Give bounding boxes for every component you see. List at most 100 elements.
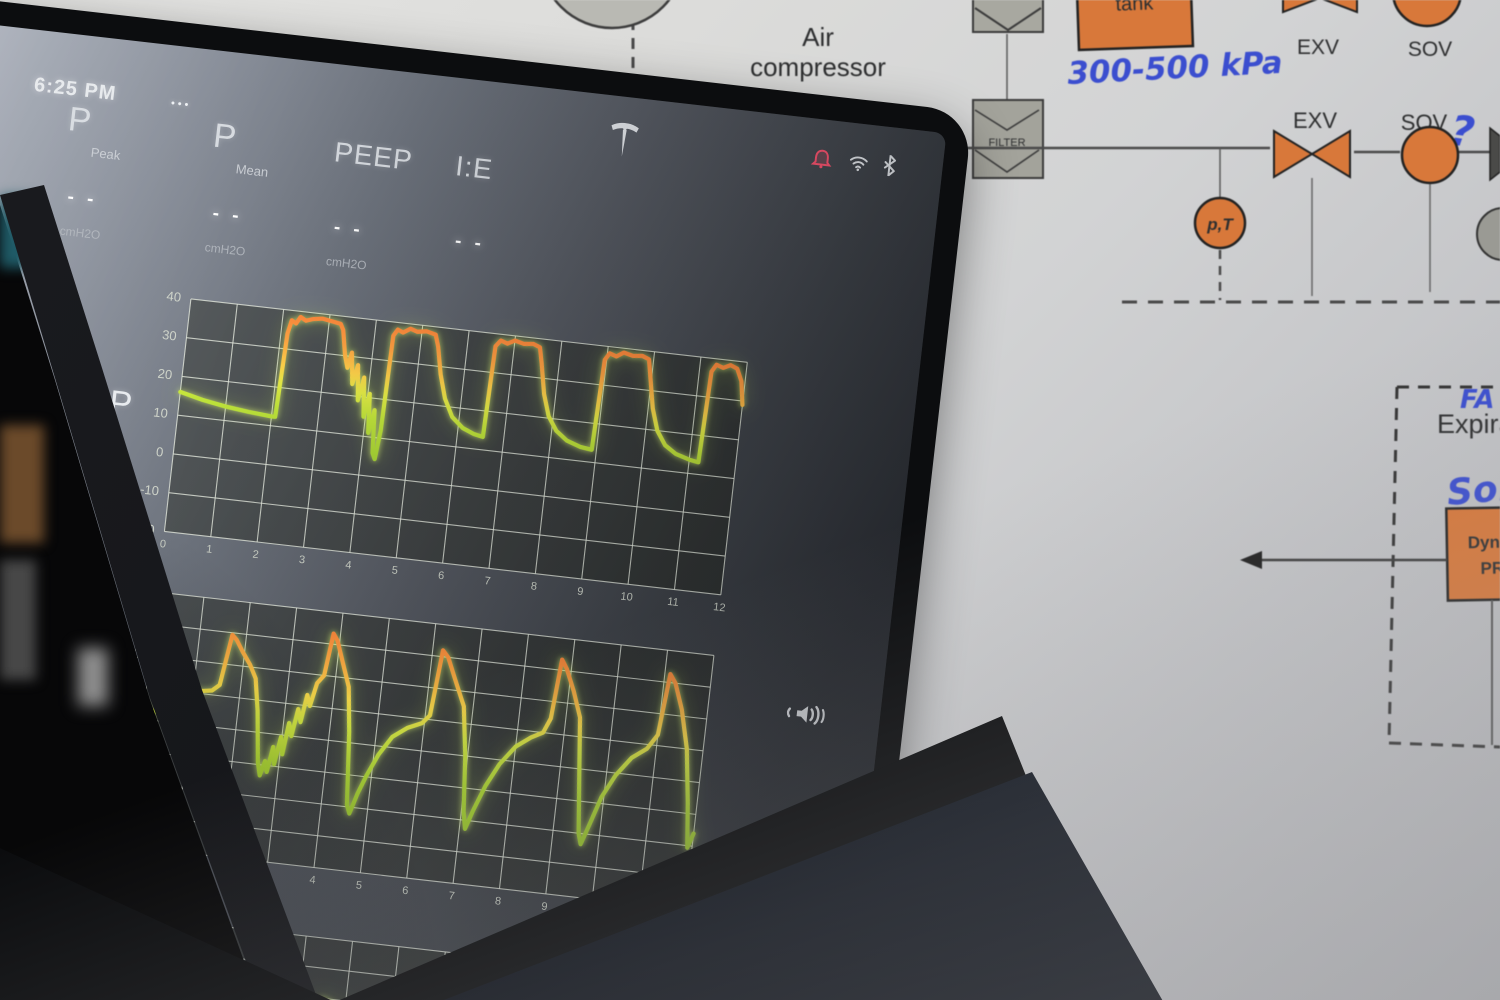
x-tick-label: 2 bbox=[251, 548, 260, 562]
x-tick-label: 10 bbox=[619, 590, 634, 604]
filter-chevron-inner-bottom bbox=[974, 149, 1040, 173]
x-tick-label: 5 bbox=[391, 564, 399, 578]
air-compressor-label-line2: compressor bbox=[750, 52, 886, 82]
filter-chevron-inner-top bbox=[974, 109, 1040, 131]
x-tick-label: 9 bbox=[576, 585, 584, 599]
dyn-label-line2: PR bbox=[1480, 559, 1500, 578]
x-tick-label: 1 bbox=[205, 543, 214, 556]
y-tick-label: 30 bbox=[161, 326, 178, 344]
ventilator-screen[interactable]: 6:25 PM ••• P Peak - bbox=[0, 16, 947, 1000]
param-label: I:E bbox=[453, 150, 495, 186]
fan-note: FA bbox=[1460, 385, 1495, 415]
param-label: P bbox=[66, 100, 95, 141]
x-tick-label: 0 bbox=[123, 852, 131, 866]
filter-symbol-top bbox=[972, 0, 1044, 33]
param-value: - - bbox=[332, 216, 365, 241]
pt-sensor-symbol bbox=[1193, 196, 1247, 250]
y-tick-label: -120 bbox=[91, 834, 120, 853]
y-tick-label: -20 bbox=[135, 520, 156, 538]
x-tick-label: 8 bbox=[494, 895, 502, 908]
param-unit: cmH2O bbox=[58, 223, 101, 243]
ventilator-monitor: 6:25 PM ••• P Peak - bbox=[0, 0, 973, 1000]
x-tick-label: 3 bbox=[298, 553, 306, 567]
x-tick-label: 4 bbox=[308, 874, 317, 887]
y-tick-label: 0 bbox=[155, 444, 165, 460]
waveform-plot bbox=[103, 914, 678, 1000]
waveform-plot bbox=[163, 298, 748, 596]
exv-valve-top-right bbox=[1322, 0, 1358, 14]
tank-label: tank bbox=[1115, 0, 1155, 16]
air-compressor-label-line1: Air bbox=[802, 22, 834, 52]
dyn-pr-box: Dyn PR bbox=[1445, 506, 1500, 602]
param-ie-ratio[interactable]: I:E - - bbox=[453, 144, 607, 255]
param-unit: cmH2O bbox=[325, 254, 368, 273]
param-value: - - bbox=[453, 230, 487, 255]
flow-arrow-head bbox=[1240, 551, 1262, 569]
exv-valve-mid-left bbox=[1273, 129, 1314, 179]
volume-waveform-chart: V 1,2009006003000-3000123456789101112 bbox=[42, 902, 678, 1000]
x-tick-label: 6 bbox=[401, 884, 409, 898]
param-unit: cmH2O bbox=[204, 240, 247, 259]
filter-box bbox=[972, 99, 1044, 179]
sov-valve-top bbox=[1392, 0, 1462, 28]
waveform-plot bbox=[127, 591, 715, 911]
menu-dots-button[interactable]: ••• bbox=[170, 97, 193, 112]
x-tick-label: 1 bbox=[169, 858, 178, 871]
y-tick-label: 20 bbox=[156, 365, 174, 383]
param-p-peak[interactable]: P Peak - - cmH2O bbox=[59, 100, 219, 242]
exv-valve-top-left bbox=[1282, 0, 1318, 14]
param-value: - - bbox=[211, 202, 244, 228]
y-tick-label: -30 bbox=[109, 739, 131, 757]
expiratory-label: Expira bbox=[1437, 409, 1500, 439]
y-tick-label: 900 bbox=[85, 933, 109, 951]
wifi-icon[interactable] bbox=[848, 153, 870, 173]
gray-sensor-symbol bbox=[1476, 207, 1500, 261]
filter-label: FILTER bbox=[988, 137, 1025, 149]
alarm-muted-icon[interactable] bbox=[810, 146, 834, 170]
x-tick-label: 2 bbox=[216, 863, 224, 877]
x-tick-label: 11 bbox=[666, 595, 680, 610]
param-sublabel: Peak bbox=[90, 144, 122, 163]
x-tick-label: 11 bbox=[630, 910, 644, 925]
param-value: - - bbox=[66, 186, 99, 211]
y-tick-label: 90 bbox=[128, 613, 145, 630]
edge-valve-symbol bbox=[1489, 126, 1500, 182]
x-tick-label: 9 bbox=[540, 900, 549, 914]
flow-waveform-chart: F 120 90 60 30 0 -30 -60 -90 -120 0 1 2 3 4 5 6 7 8 9 10 11 1… bbox=[73, 580, 715, 929]
x-tick-label: 5 bbox=[355, 879, 363, 893]
y-tick-label: 1,200 bbox=[77, 902, 112, 921]
y-tick-label: -10 bbox=[139, 481, 160, 499]
tesla-logo-icon bbox=[611, 122, 639, 157]
expiratory-module-box bbox=[1387, 385, 1500, 749]
y-tick-label: 40 bbox=[165, 288, 182, 305]
pt-sensor-label: p,T bbox=[1206, 215, 1234, 234]
sol-note: Sol bbox=[1445, 468, 1500, 514]
sov-valve-mid bbox=[1400, 125, 1460, 185]
x-tick-label: 4 bbox=[344, 559, 353, 572]
volume-icon[interactable] bbox=[784, 697, 827, 731]
x-tick-label: 12 bbox=[712, 601, 727, 615]
dyn-label-line1: Dyn bbox=[1468, 533, 1500, 553]
exv-mid-label: EXV bbox=[1293, 108, 1337, 133]
exv-valve-mid-right bbox=[1310, 129, 1351, 179]
x-tick-label: 0 bbox=[159, 538, 167, 551]
x-tick-label: 10 bbox=[583, 905, 598, 919]
x-tick-label: 8 bbox=[530, 580, 538, 593]
param-sublabel: Mean bbox=[235, 161, 270, 180]
y-tick-label: -60 bbox=[106, 771, 127, 789]
air-compressor-symbol bbox=[553, 0, 671, 30]
tank-symbol: tank bbox=[1075, 0, 1195, 52]
bluetooth-icon[interactable] bbox=[881, 154, 897, 177]
p-trace bbox=[178, 314, 745, 465]
x-tick-label: 7 bbox=[447, 889, 456, 903]
pressure-waveform-chart: P 40 30 20 10 0 -10 -20 0 1 2 3 4 5 6 7 8 9 10 11 12 bbox=[107, 288, 748, 614]
x-tick-label: 6 bbox=[437, 569, 445, 583]
x-tick-label: 12 bbox=[676, 916, 691, 930]
y-tick-label: 120 bbox=[125, 580, 149, 598]
pressure-range-note: 300-500 kPa bbox=[1067, 45, 1284, 92]
y-tick-label: 60 bbox=[125, 644, 142, 662]
y-tick-label: -90 bbox=[102, 803, 124, 821]
x-tick-label: 3 bbox=[262, 868, 270, 882]
